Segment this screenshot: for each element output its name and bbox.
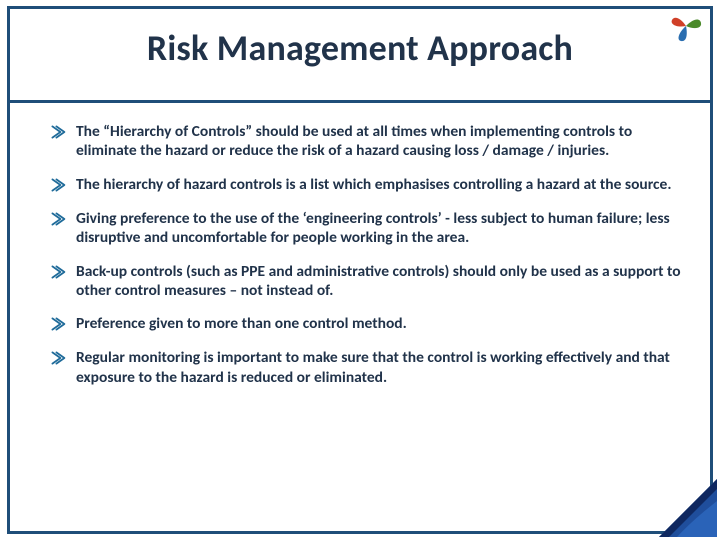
bullet-text: Back-up controls (such as PPE and admini… bbox=[76, 262, 682, 301]
slide-title: Risk Management Approach bbox=[0, 26, 720, 70]
frame-bottom bbox=[7, 531, 713, 534]
bullet-text: The “Hierarchy of Controls” should be us… bbox=[76, 122, 682, 161]
bullet-item: Regular monitoring is important to make … bbox=[50, 348, 682, 387]
arrow-bullet-icon bbox=[50, 316, 68, 334]
bullet-item: Preference given to more than one contro… bbox=[50, 314, 682, 334]
bullet-item: Back-up controls (such as PPE and admini… bbox=[50, 262, 682, 301]
title-divider bbox=[10, 100, 710, 103]
bullet-item: Giving preference to the use of the ‘eng… bbox=[50, 209, 682, 248]
bullet-list: The “Hierarchy of Controls” should be us… bbox=[50, 122, 682, 401]
logo-icon bbox=[666, 6, 706, 46]
arrow-bullet-icon bbox=[50, 264, 68, 282]
bullet-item: The hierarchy of hazard controls is a li… bbox=[50, 175, 682, 195]
bullet-text: The hierarchy of hazard controls is a li… bbox=[76, 175, 682, 194]
arrow-bullet-icon bbox=[50, 177, 68, 195]
frame-top bbox=[7, 6, 713, 9]
arrow-bullet-icon bbox=[50, 124, 68, 142]
bullet-text: Preference given to more than one contro… bbox=[76, 314, 682, 333]
bullet-text: Regular monitoring is important to make … bbox=[76, 348, 682, 387]
frame-right bbox=[710, 6, 713, 534]
bullet-item: The “Hierarchy of Controls” should be us… bbox=[50, 122, 682, 161]
arrow-bullet-icon bbox=[50, 350, 68, 368]
frame-left bbox=[7, 6, 10, 534]
bullet-text: Giving preference to the use of the ‘eng… bbox=[76, 209, 682, 248]
corner-ribbon-icon bbox=[659, 479, 717, 537]
slide: Risk Management Approach The “Hierarchy … bbox=[0, 0, 720, 540]
arrow-bullet-icon bbox=[50, 211, 68, 229]
